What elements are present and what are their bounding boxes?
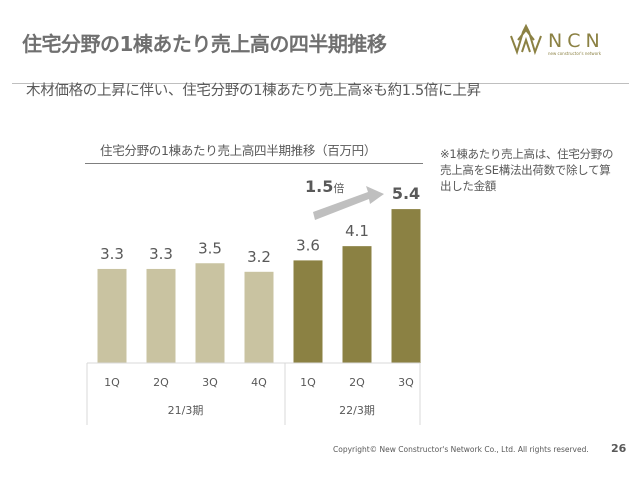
header-divider <box>12 83 629 84</box>
data-label: 3.2 <box>247 248 271 266</box>
x-tick-label: 4Q <box>251 376 267 389</box>
bar <box>293 260 323 363</box>
bar <box>97 268 127 363</box>
logo-tagline: new constructor's network <box>548 51 602 56</box>
logo-text: NCN <box>548 30 605 52</box>
bar <box>342 246 372 363</box>
data-label: 3.3 <box>149 245 173 263</box>
footnote: ※1棟あたり売上高は、住宅分野の売上高をSE構法出荷数で除して算出した金額 <box>440 147 614 193</box>
bar <box>391 209 421 363</box>
x-tick-label: 1Q <box>104 376 120 389</box>
slide-subtitle: 木材価格の上昇に伴い、住宅分野の1棟あたり売上高※も約1.5倍に上昇 <box>26 83 481 99</box>
data-label: 3.5 <box>198 239 222 257</box>
logo-mark <box>510 23 542 56</box>
x-tick-label: 2Q <box>153 376 169 389</box>
x-tick-label: 2Q <box>349 376 365 389</box>
growth-arrow: 1.5倍 <box>305 177 384 220</box>
x-tick-label: 3Q <box>202 376 218 389</box>
bar <box>146 268 176 363</box>
arrow-icon <box>313 186 384 220</box>
growth-label: 1.5倍 <box>305 177 344 196</box>
x-tick-label: 3Q <box>398 376 414 389</box>
ncn-logo: NCN new constructor's network <box>508 18 633 58</box>
x-group-label: 22/3期 <box>339 404 375 417</box>
x-tick-label: 1Q <box>300 376 316 389</box>
bar <box>195 263 225 363</box>
copyright: Copyright© New Constructor's Network Co.… <box>333 445 589 454</box>
page-number: 26 <box>611 442 627 455</box>
data-label: 5.4 <box>392 184 420 203</box>
page-title: 住宅分野の1棟あたり売上高の四半期推移 <box>22 32 387 56</box>
data-label: 4.1 <box>345 222 369 240</box>
data-label: 3.6 <box>296 236 320 254</box>
x-group-label: 21/3期 <box>168 404 204 417</box>
chart-title: 住宅分野の1棟あたり売上高四半期推移（百万円） <box>100 143 377 158</box>
bar <box>244 271 274 363</box>
chart-title-underline <box>85 163 423 164</box>
data-label: 3.3 <box>100 245 124 263</box>
